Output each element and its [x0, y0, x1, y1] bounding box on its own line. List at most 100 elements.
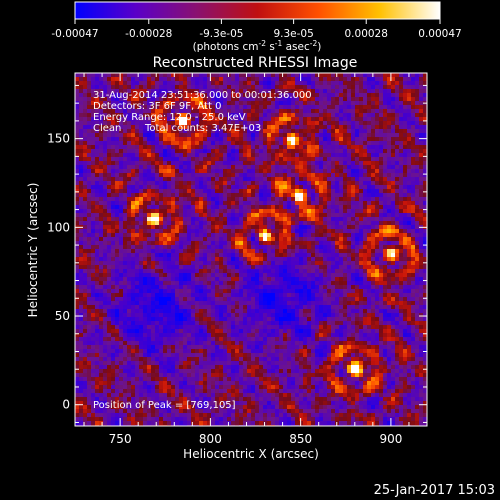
heatmap-cell [363, 165, 367, 169]
heatmap-cell [399, 89, 403, 93]
heatmap-cell [135, 229, 139, 233]
heatmap-cell [359, 133, 363, 137]
heatmap-cell [235, 81, 239, 85]
heatmap-cell [123, 121, 127, 125]
heatmap-cell [163, 205, 167, 209]
heatmap-cell [251, 145, 255, 149]
heatmap-cell [327, 217, 331, 221]
heatmap-cell [287, 285, 291, 289]
heatmap-cell [159, 149, 163, 153]
heatmap-cell [379, 197, 383, 201]
heatmap-cell [211, 193, 215, 197]
heatmap-cell [351, 197, 355, 201]
heatmap-cell [191, 237, 195, 241]
heatmap-cell [99, 133, 103, 137]
heatmap-cell [199, 101, 203, 105]
heatmap-cell [279, 201, 283, 205]
heatmap-cell [399, 145, 403, 149]
heatmap-cell [423, 85, 427, 89]
heatmap-cell [379, 109, 383, 113]
heatmap-cell [143, 249, 147, 253]
heatmap-cell [307, 233, 311, 237]
heatmap-cell [227, 89, 231, 93]
heatmap-cell [83, 149, 87, 153]
heatmap-cell [347, 205, 351, 209]
heatmap-cell [111, 285, 115, 289]
heatmap-cell [187, 93, 191, 97]
heatmap-cell [227, 221, 231, 225]
heatmap-cell [275, 293, 279, 297]
heatmap-cell [195, 185, 199, 189]
heatmap-cell [231, 277, 235, 281]
heatmap-cell [295, 105, 299, 109]
heatmap-cell [75, 81, 79, 85]
heatmap-cell [215, 117, 219, 121]
heatmap-cell [147, 277, 151, 281]
heatmap-cell [259, 265, 263, 269]
heatmap-cell [251, 273, 255, 277]
heatmap-cell [327, 121, 331, 125]
heatmap-cell [83, 157, 87, 161]
heatmap-cell [311, 125, 315, 129]
heatmap-cell [135, 265, 139, 269]
heatmap-cell [423, 209, 427, 213]
heatmap-cell [367, 189, 371, 193]
heatmap-cell [91, 177, 95, 181]
heatmap-cell [291, 121, 295, 125]
heatmap-cell [307, 113, 311, 117]
heatmap-cell [223, 229, 227, 233]
heatmap-cell [383, 73, 387, 77]
heatmap-cell [415, 181, 419, 185]
heatmap-cell [215, 221, 219, 225]
heatmap-cell [203, 189, 207, 193]
heatmap-cell [207, 149, 211, 153]
heatmap-cell [415, 141, 419, 145]
heatmap-cell [351, 293, 355, 297]
heatmap-cell [107, 197, 111, 201]
heatmap-cell [255, 117, 259, 121]
heatmap-cell [235, 113, 239, 117]
heatmap-cell [291, 181, 295, 185]
heatmap-cell [207, 253, 211, 257]
heatmap-cell [291, 285, 295, 289]
heatmap-cell [135, 153, 139, 157]
heatmap-cell [351, 269, 355, 273]
heatmap-cell [283, 205, 287, 209]
heatmap-cell [239, 153, 243, 157]
heatmap-cell [415, 109, 419, 113]
heatmap-cell [415, 265, 419, 269]
heatmap-cell [395, 193, 399, 197]
heatmap-cell [223, 193, 227, 197]
heatmap-cell [131, 117, 135, 121]
heatmap-cell [175, 241, 179, 245]
heatmap-cell [107, 101, 111, 105]
heatmap-cell [123, 89, 127, 93]
heatmap-cell [351, 85, 355, 89]
heatmap-cell [291, 185, 295, 189]
heatmap-cell [239, 97, 243, 101]
heatmap-cell [235, 149, 239, 153]
heatmap-cell [423, 173, 427, 177]
heatmap-cell [91, 185, 95, 189]
heatmap-cell [275, 97, 279, 101]
heatmap-cell [351, 117, 355, 121]
heatmap-cell [231, 165, 235, 169]
heatmap-cell [115, 157, 119, 161]
heatmap-cell [363, 197, 367, 201]
heatmap-cell [303, 137, 307, 141]
heatmap-cell [399, 233, 403, 237]
heatmap-cell [355, 133, 359, 137]
heatmap-cell [155, 197, 159, 201]
heatmap-cell [407, 197, 411, 201]
heatmap-cell [355, 209, 359, 213]
heatmap-cell [227, 145, 231, 149]
heatmap-cell [199, 189, 203, 193]
heatmap-cell [255, 97, 259, 101]
heatmap-cell [247, 257, 251, 261]
heatmap-cell [359, 97, 363, 101]
heatmap-cell [395, 241, 399, 245]
heatmap-cell [179, 149, 183, 153]
heatmap-cell [191, 225, 195, 229]
heatmap-cell [255, 269, 259, 273]
heatmap-cell [191, 109, 195, 113]
